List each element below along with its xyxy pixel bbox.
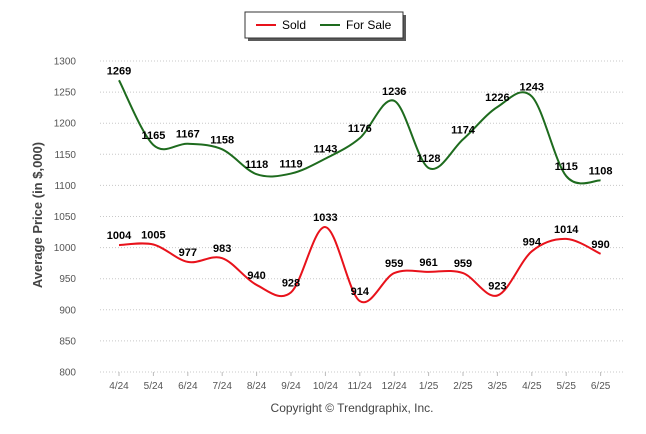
x-axis-tick-labels: 4/24 5/24 6/24 7/24 8/24 9/24 10/24 11/24 12/24 1… [109,372,611,392]
data-label-for-sale: 1143 [313,144,337,156]
legend-label-sold: Sold [282,18,306,32]
data-label-sold: 1033 [313,212,337,224]
x-tick-label: 6/25 [591,381,611,392]
y-tick-label: 850 [59,336,76,347]
data-label-for-sale: 1174 [451,124,476,136]
data-label-for-sale: 1118 [245,159,268,171]
data-label-sold: 914 [351,286,370,298]
data-label-sold: 928 [282,277,300,289]
data-label-sold: 923 [488,280,506,292]
data-label-sold: 961 [419,257,437,269]
data-label-for-sale: 1165 [141,130,165,142]
data-label-for-sale: 1108 [589,165,613,177]
data-label-for-sale: 1158 [210,134,234,146]
x-tick-label: 5/24 [144,381,164,392]
data-label-for-sale: 1236 [382,86,406,98]
data-label-for-sale: 1226 [485,92,509,104]
data-label-for-sale: 1119 [279,159,302,171]
data-label-sold: 990 [591,239,609,251]
x-tick-label: 7/24 [212,381,232,392]
x-tick-label: 3/25 [488,381,508,392]
x-tick-label: 6/24 [178,381,198,392]
y-axis-title: Average Price (in $,000) [30,142,45,288]
y-tick-label: 1200 [54,119,77,130]
x-tick-label: 4/24 [109,381,129,392]
legend[interactable]: Sold For Sale [244,11,406,41]
y-tick-label: 1300 [54,57,77,68]
data-label-sold: 959 [454,258,472,270]
data-label-sold: 959 [385,258,403,270]
data-label-sold: 977 [179,247,197,259]
data-label-sold: 1004 [107,230,132,242]
y-tick-label: 950 [59,274,76,285]
data-label-sold: 1005 [141,229,165,241]
legend-label-for-sale: For Sale [346,18,392,32]
data-label-for-sale: 1128 [417,153,441,165]
series-lines [118,79,602,304]
data-label-for-sale: 1167 [176,129,200,141]
data-labels: 1004 1005 977 983 940 928 1033 914 959 961 959 923 9… [107,65,613,298]
gridlines [100,60,625,373]
y-tick-label: 1050 [54,212,77,223]
data-label-sold: 994 [523,236,542,248]
y-tick-label: 1100 [54,181,76,192]
series-line-sold [118,226,602,304]
y-tick-label: 800 [59,368,76,379]
x-tick-label: 12/24 [382,381,407,392]
y-tick-label: 1150 [54,150,76,161]
data-label-for-sale: 1269 [107,65,131,77]
series-line-for-sale [118,79,601,185]
data-label-sold: 983 [213,243,231,255]
x-tick-label: 4/25 [522,381,542,392]
y-tick-label: 900 [59,305,76,316]
x-tick-label: 5/25 [556,381,576,392]
copyright-footer: Copyright © Trendgraphix, Inc. [271,401,434,415]
data-label-sold: 940 [247,270,265,282]
y-tick-label: 1000 [54,243,77,254]
data-label-for-sale: 1243 [520,81,544,93]
data-label-for-sale: 1176 [348,123,372,135]
x-tick-label: 9/24 [281,381,301,392]
x-tick-label: 8/24 [247,381,267,392]
x-tick-label: 11/24 [348,381,373,392]
x-tick-label: 2/25 [453,381,473,392]
data-label-sold: 1014 [554,224,579,236]
x-tick-label: 1/25 [419,381,439,392]
data-label-for-sale: 1115 [555,161,578,173]
y-axis-tick-labels: 800 850 900 950 1000 1050 1100 1150 1200 1250 1300 [54,57,77,379]
y-tick-label: 1250 [54,88,77,99]
x-tick-label: 10/24 [313,381,338,392]
